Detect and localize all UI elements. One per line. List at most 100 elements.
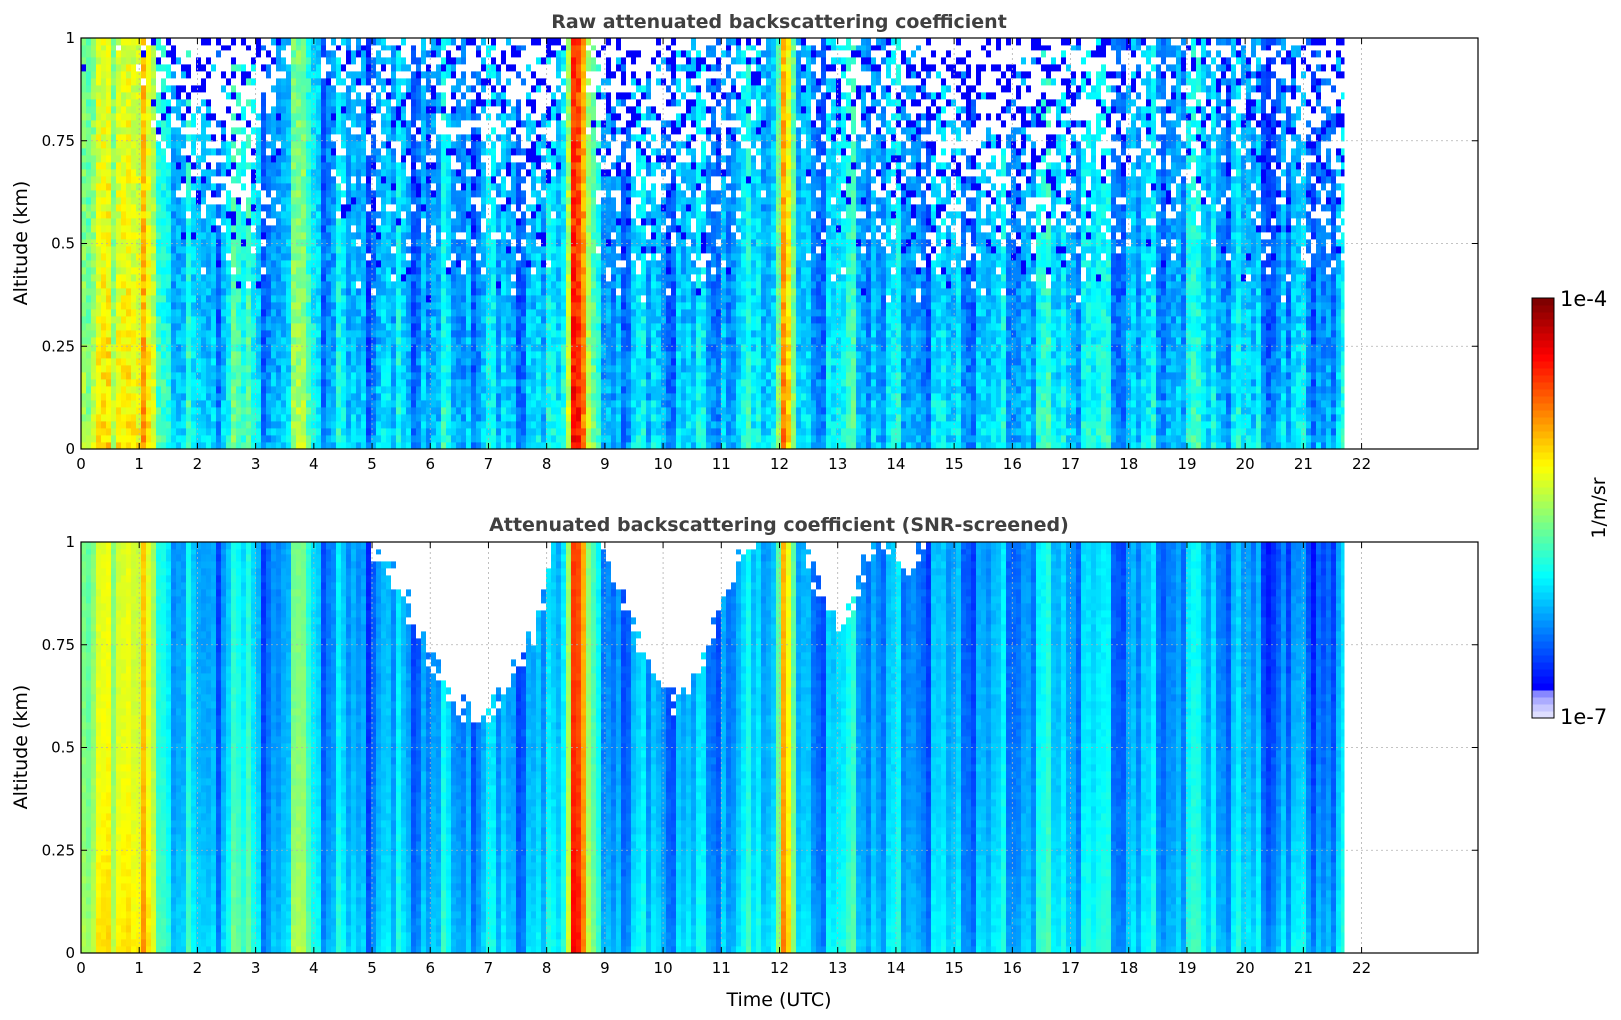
- heatmap-cell: [221, 211, 226, 218]
- heatmap-cell: [411, 148, 416, 155]
- heatmap-cell: [206, 71, 211, 78]
- heatmap-cell: [456, 267, 461, 274]
- heatmap-cell: [81, 225, 86, 232]
- heatmap-cell: [256, 113, 261, 120]
- heatmap-cell: [271, 379, 276, 386]
- heatmap-cell: [351, 204, 356, 211]
- heatmap-cell: [191, 148, 196, 155]
- heatmap-cell: [256, 120, 261, 127]
- heatmap-cell: [336, 281, 341, 288]
- heatmap-cell: [401, 162, 406, 169]
- heatmap-cell: [491, 358, 496, 365]
- heatmap-cell: [191, 421, 196, 428]
- heatmap-cell: [106, 421, 111, 428]
- heatmap-cell: [166, 99, 171, 106]
- heatmap-cell: [316, 183, 321, 190]
- heatmap-cell: [366, 281, 371, 288]
- heatmap-cell: [331, 309, 336, 316]
- heatmap-cell: [491, 379, 496, 386]
- heatmap-cell: [91, 274, 96, 281]
- heatmap-cell: [146, 407, 151, 414]
- heatmap-cell: [356, 435, 361, 442]
- heatmap-cell: [381, 85, 386, 92]
- heatmap-cell: [211, 393, 216, 400]
- heatmap-cell: [116, 323, 121, 330]
- heatmap-cell: [81, 386, 86, 393]
- heatmap-cell: [131, 176, 136, 183]
- heatmap-cell: [246, 38, 251, 45]
- heatmap-cell: [456, 141, 461, 148]
- heatmap-cell: [401, 330, 406, 337]
- heatmap-cell: [166, 372, 171, 379]
- heatmap-cell: [326, 85, 331, 92]
- heatmap-cell: [221, 71, 226, 78]
- heatmap-cell: [346, 309, 351, 316]
- heatmap-cell: [146, 358, 151, 365]
- heatmap-cell: [236, 274, 241, 281]
- heatmap-cell: [226, 253, 231, 260]
- heatmap-cell: [461, 239, 466, 246]
- heatmap-cell: [416, 225, 421, 232]
- heatmap-cell: [411, 281, 416, 288]
- heatmap-cell: [301, 113, 306, 120]
- heatmap-cell: [131, 253, 136, 260]
- heatmap-cell: [256, 190, 261, 197]
- heatmap-cell: [421, 246, 426, 253]
- heatmap-cell: [501, 232, 506, 239]
- heatmap-cell: [136, 197, 141, 204]
- heatmap-cell: [246, 281, 251, 288]
- heatmap-cell: [401, 407, 406, 414]
- heatmap-cell: [181, 379, 186, 386]
- heatmap-cell: [201, 50, 206, 57]
- heatmap-cell: [151, 379, 156, 386]
- heatmap-cell: [191, 197, 196, 204]
- heatmap-cell: [456, 211, 461, 218]
- heatmap-cell: [456, 407, 461, 414]
- heatmap-cell: [81, 337, 86, 344]
- heatmap-cell: [456, 120, 461, 127]
- heatmap-cell: [481, 141, 486, 148]
- heatmap-cell: [116, 414, 121, 421]
- heatmap-cell: [331, 183, 336, 190]
- heatmap-cell: [116, 442, 121, 449]
- heatmap-cell: [146, 78, 151, 85]
- heatmap-cell: [416, 414, 421, 421]
- heatmap-cell: [431, 141, 436, 148]
- heatmap-cell: [306, 113, 311, 120]
- heatmap-cell: [386, 120, 391, 127]
- heatmap-cell: [381, 246, 386, 253]
- heatmap-cell: [226, 393, 231, 400]
- heatmap-cell: [106, 288, 111, 295]
- heatmap-cell: [96, 64, 101, 71]
- heatmap-cell: [286, 155, 291, 162]
- heatmap-cell: [211, 435, 216, 442]
- heatmap-cell: [101, 428, 106, 435]
- heatmap-cell: [481, 302, 486, 309]
- heatmap-cell: [336, 407, 341, 414]
- heatmap-cell: [121, 176, 126, 183]
- heatmap-cell: [276, 421, 281, 428]
- heatmap-cell: [141, 85, 146, 92]
- heatmap-cell: [196, 183, 201, 190]
- heatmap-cell: [436, 351, 441, 358]
- heatmap-cell: [386, 393, 391, 400]
- heatmap-cell: [401, 183, 406, 190]
- heatmap-cell: [386, 204, 391, 211]
- heatmap-cell: [101, 274, 106, 281]
- heatmap-cell: [341, 92, 346, 99]
- heatmap-cell: [431, 372, 436, 379]
- heatmap-cell: [161, 435, 166, 442]
- heatmap-cell: [281, 393, 286, 400]
- heatmap-cell: [461, 99, 466, 106]
- heatmap-cell: [276, 295, 281, 302]
- heatmap-cell: [236, 393, 241, 400]
- heatmap-cell: [231, 288, 236, 295]
- heatmap-cell: [326, 351, 331, 358]
- heatmap-cell: [171, 323, 176, 330]
- heatmap-cell: [131, 281, 136, 288]
- heatmap-cell: [366, 260, 371, 267]
- heatmap-cell: [401, 421, 406, 428]
- heatmap-cell: [476, 127, 481, 134]
- heatmap-cell: [271, 148, 276, 155]
- heatmap-cell: [231, 162, 236, 169]
